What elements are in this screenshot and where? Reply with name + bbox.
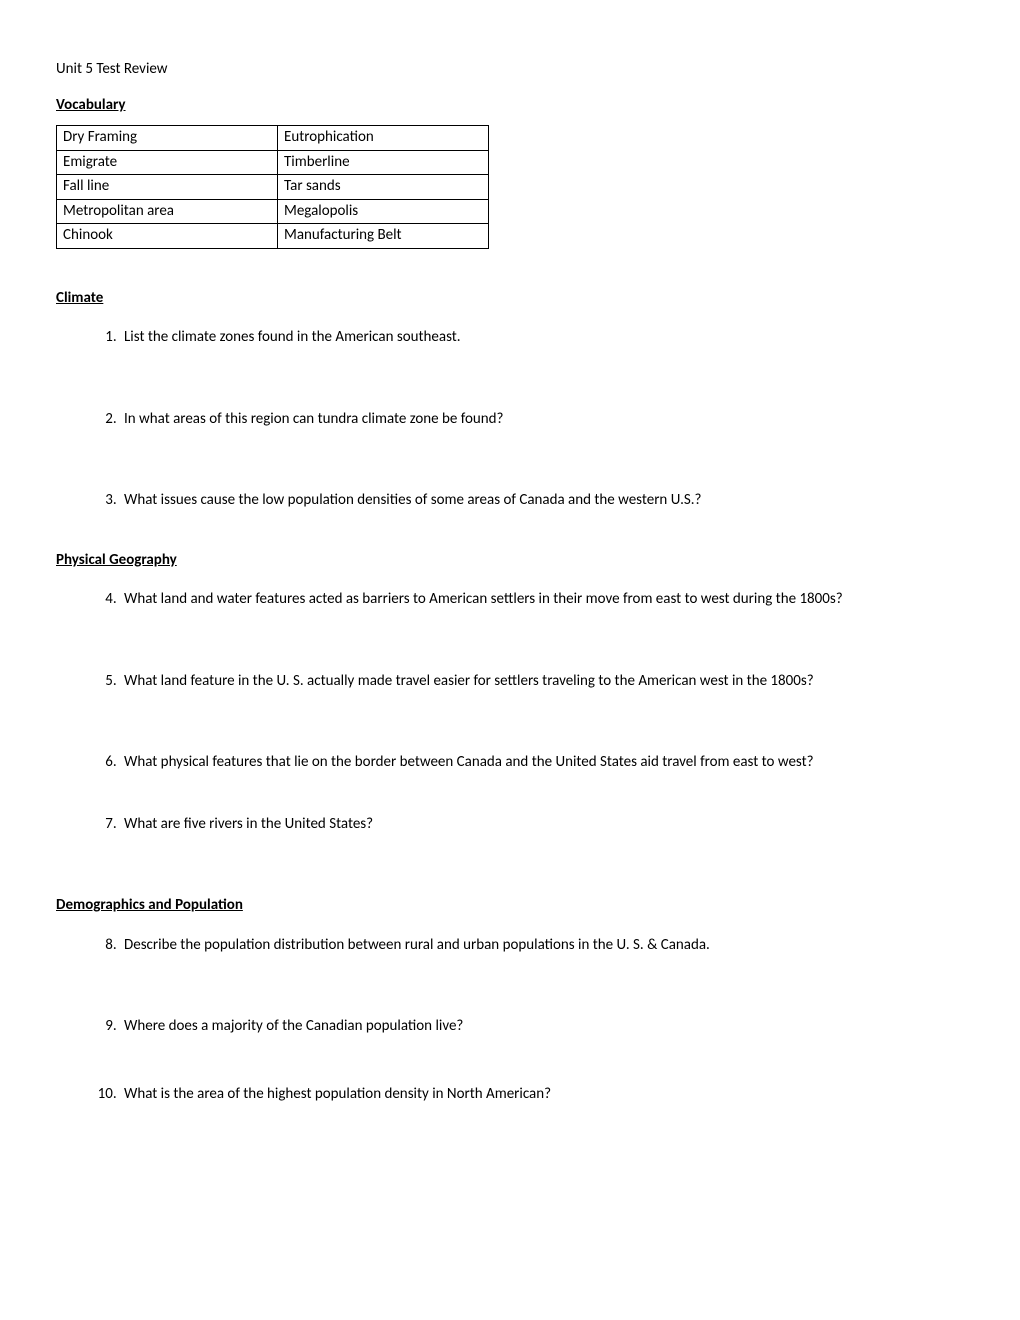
vocab-cell: Tar sands [278, 175, 489, 200]
question-item: What land feature in the U. S. actually … [120, 672, 964, 692]
question-item: What is the area of the highest populati… [120, 1085, 964, 1105]
vocab-cell: Eutrophication [278, 126, 489, 151]
section-heading-physical-geography: Physical Geography [56, 551, 964, 571]
section-heading-climate: Climate [56, 289, 964, 309]
vocab-cell: Timberline [278, 150, 489, 175]
section-heading-demographics: Demographics and Population [56, 896, 964, 916]
vocab-cell: Metropolitan area [57, 199, 278, 224]
vocab-cell: Manufacturing Belt [278, 224, 489, 249]
vocab-cell: Fall line [57, 175, 278, 200]
question-list: Describe the population distribution bet… [56, 936, 964, 1105]
page-title: Unit 5 Test Review [56, 60, 964, 80]
question-list: List the climate zones found in the Amer… [56, 328, 964, 511]
question-list: What land and water features acted as ba… [56, 590, 964, 834]
question-item: What land and water features acted as ba… [120, 590, 964, 610]
vocab-cell: Emigrate [57, 150, 278, 175]
question-item: What are five rivers in the United State… [120, 815, 964, 835]
vocab-table: Dry Framing Eutrophication Emigrate Timb… [56, 125, 489, 249]
question-item: Where does a majority of the Canadian po… [120, 1017, 964, 1037]
question-item: List the climate zones found in the Amer… [120, 328, 964, 348]
question-item: What issues cause the low population den… [120, 491, 964, 511]
vocab-cell: Dry Framing [57, 126, 278, 151]
vocab-cell: Megalopolis [278, 199, 489, 224]
question-item: Describe the population distribution bet… [120, 936, 964, 956]
vocab-heading: Vocabulary [56, 96, 964, 116]
question-item: In what areas of this region can tundra … [120, 410, 964, 430]
vocab-cell: Chinook [57, 224, 278, 249]
question-item: What physical features that lie on the b… [120, 753, 964, 773]
